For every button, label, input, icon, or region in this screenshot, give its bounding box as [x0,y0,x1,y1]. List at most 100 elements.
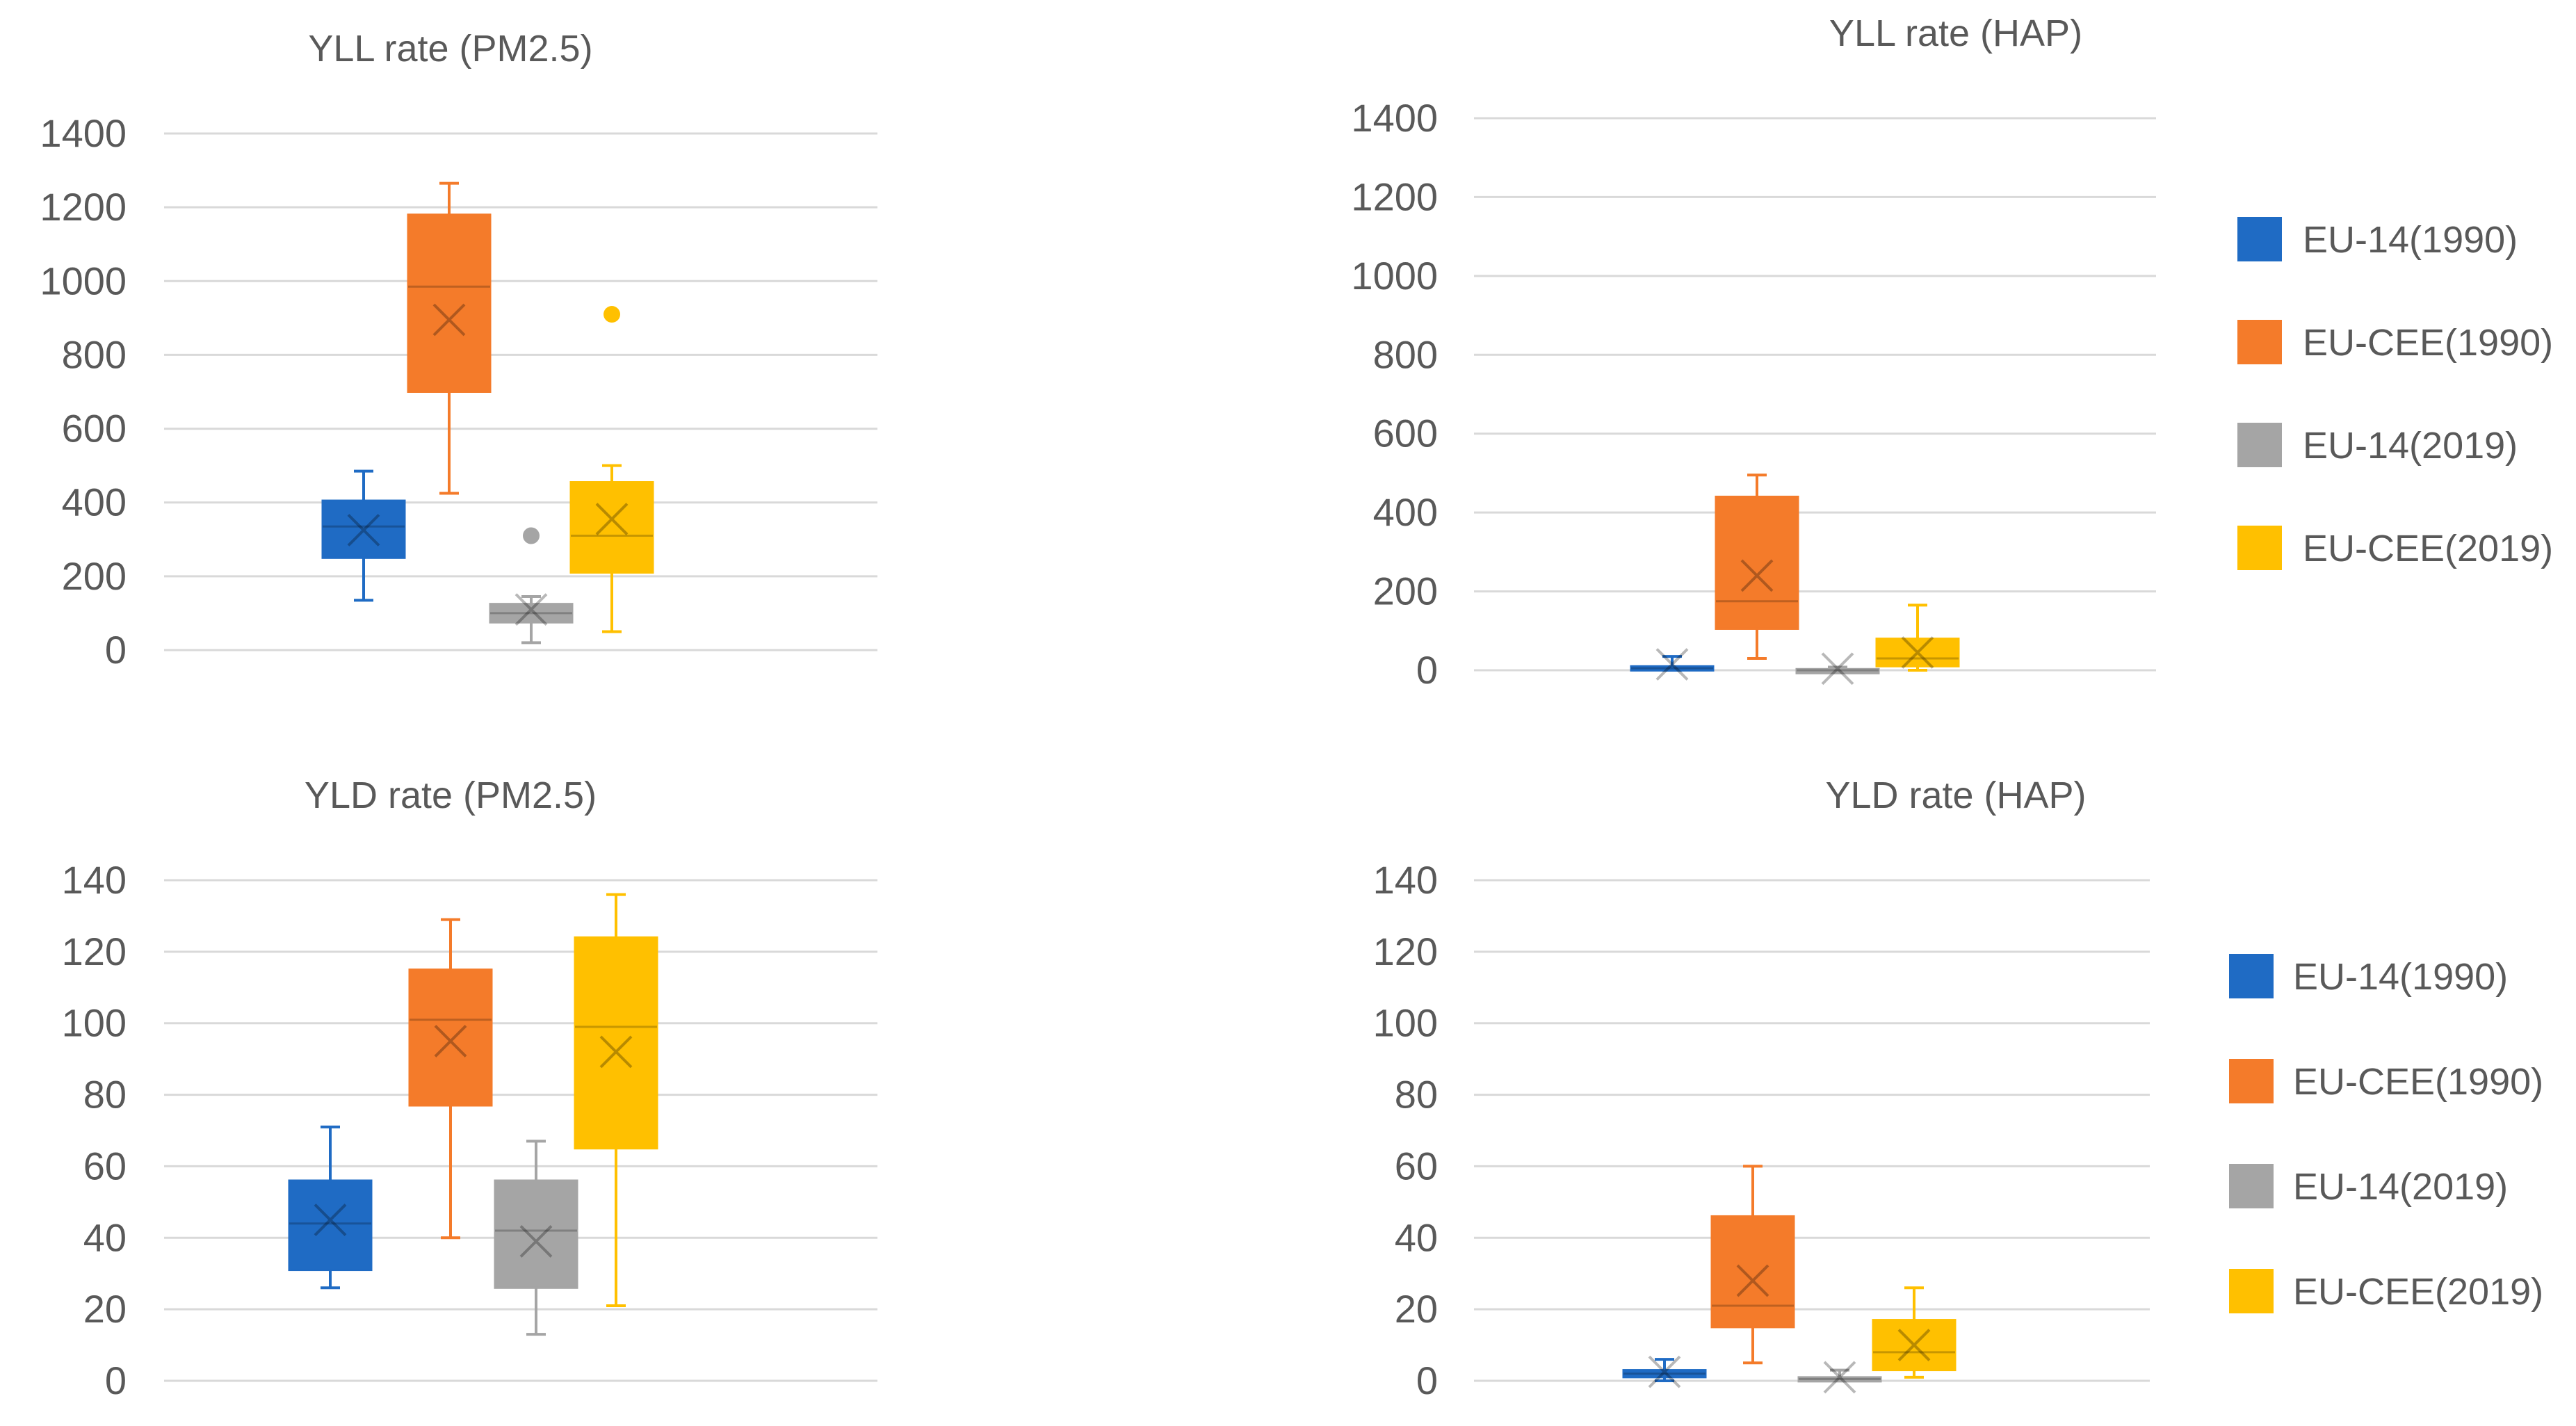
legend-yll: EU-14(1990) EU-CEE(1990) EU-14(2019) EU-CEE… [2237,217,2553,570]
y-tick-label: 60 [1395,1144,1438,1188]
y-tick-label: 0 [1416,648,1438,692]
legend-swatch [2229,1164,2274,1208]
mean-marker [1897,1329,1931,1361]
box-EU-CEE(1990) [408,918,493,1240]
chart-title: YLL rate (PM2.5) [308,28,592,70]
legend-swatch [2229,1059,2274,1103]
chart-title: YLL rate (HAP) [1829,13,2082,54]
y-tick-label: 40 [1395,1215,1438,1259]
legend-label: EU-14(2019) [2293,1166,2508,1208]
chart-title: YLD rate (PM2.5) [305,775,597,816]
y-tick-label: 20 [1395,1287,1438,1331]
box-iqr [288,1179,373,1272]
y-tick-label: 400 [62,480,127,524]
box-iqr [1630,665,1715,672]
box-iqr [1715,495,1799,630]
legend-label: EU-CEE(1990) [2303,322,2553,364]
box-iqr [407,213,492,393]
outlier-point [604,306,620,323]
legend-swatch [2237,423,2282,467]
legend-label: EU-14(2019) [2303,425,2518,467]
mean-marker [1736,1264,1769,1297]
box-EU-CEE(2019) [574,893,658,1307]
mean-marker [1740,559,1774,592]
y-tick-label: 200 [62,554,127,598]
y-tick-label: 120 [62,930,127,973]
legend-label: EU-CEE(2019) [2303,528,2553,569]
box-EU-14(1990) [288,1125,373,1290]
box-EU-CEE(1990) [1710,1165,1795,1365]
box-EU-14(2019) [1797,1361,1882,1394]
legend-yld: EU-14(1990) EU-CEE(1990) EU-14(2019) EU-CEE… [2229,954,2543,1313]
box-EU-14(1990) [1622,1355,1707,1388]
y-tick-label: 1200 [40,185,127,229]
box-iqr [1872,1319,1957,1372]
legend-label: EU-CEE(1990) [2293,1061,2543,1103]
y-tick-label: 80 [1395,1073,1438,1117]
legend-swatch [2237,217,2282,261]
y-tick-label: 1400 [1351,96,1438,140]
mean-marker [434,1025,467,1058]
y-tick-label: 40 [83,1215,127,1259]
mean-marker [1648,1355,1681,1388]
legend-label: EU-CEE(2019) [2293,1271,2543,1313]
legend-swatch [2229,954,2274,998]
mean-marker [432,303,466,337]
box-EU-CEE(2019) [1872,1286,1957,1379]
y-tick-label: 400 [1373,490,1438,534]
y-tick-label: 0 [105,628,127,672]
box-EU-CEE(1990) [1715,473,1799,660]
chart-yld-hap: YLD rate (HAP) 0 20 40 60 80 100 120 140 [1373,775,2150,1402]
box-iqr [1797,1376,1882,1383]
y-tick-label: 800 [1373,332,1438,376]
y-tick-label: 140 [62,858,127,902]
y-tick-label: 120 [1373,930,1438,973]
legend-swatch [2237,320,2282,364]
box-iqr [408,969,493,1107]
box-EU-14(2019) [494,1140,578,1336]
y-tick-label: 0 [105,1359,127,1402]
mean-marker [595,503,629,536]
y-tick-label: 600 [1373,412,1438,455]
legend-swatch [2237,526,2282,570]
mean-marker [515,593,548,626]
y-tick-label: 20 [83,1287,127,1331]
y-tick-label: 80 [83,1073,127,1117]
mean-marker [347,514,380,546]
legend-swatch [2229,1269,2274,1313]
box-EU-14(2019) [489,527,574,645]
y-tick-label: 1200 [1351,175,1438,218]
box-iqr [574,936,658,1150]
y-tick-label: 0 [1416,1359,1438,1402]
outlier-point [523,527,540,544]
mean-marker [1823,1361,1856,1394]
legend-label: EU-14(1990) [2303,219,2518,261]
y-tick-label: 60 [83,1144,127,1188]
box-iqr [1875,638,1960,667]
mean-marker [599,1035,633,1069]
box-iqr [1622,1369,1707,1379]
mean-marker [1821,652,1854,686]
box-iqr [494,1179,578,1289]
box-EU-14(2019) [1795,652,1880,686]
y-tick-label: 140 [1373,858,1438,902]
mean-marker [519,1225,553,1258]
box-iqr [569,481,654,574]
y-tick-label: 100 [1373,1001,1438,1045]
legend-label: EU-14(1990) [2293,956,2508,998]
y-tick-label: 1000 [1351,254,1438,298]
chart-title: YLD rate (HAP) [1825,775,2086,816]
box-iqr [489,603,574,624]
box-iqr [1795,667,1880,674]
box-EU-CEE(1990) [407,181,492,495]
mean-marker [314,1204,347,1236]
box-iqr [321,499,406,559]
y-tick-label: 600 [62,407,127,451]
mean-marker [1901,636,1934,669]
y-tick-label: 100 [62,1001,127,1045]
box-EU-14(1990) [1630,648,1715,681]
box-EU-CEE(2019) [1875,603,1960,672]
y-tick-label: 1000 [40,259,127,302]
box-EU-14(1990) [321,469,406,602]
